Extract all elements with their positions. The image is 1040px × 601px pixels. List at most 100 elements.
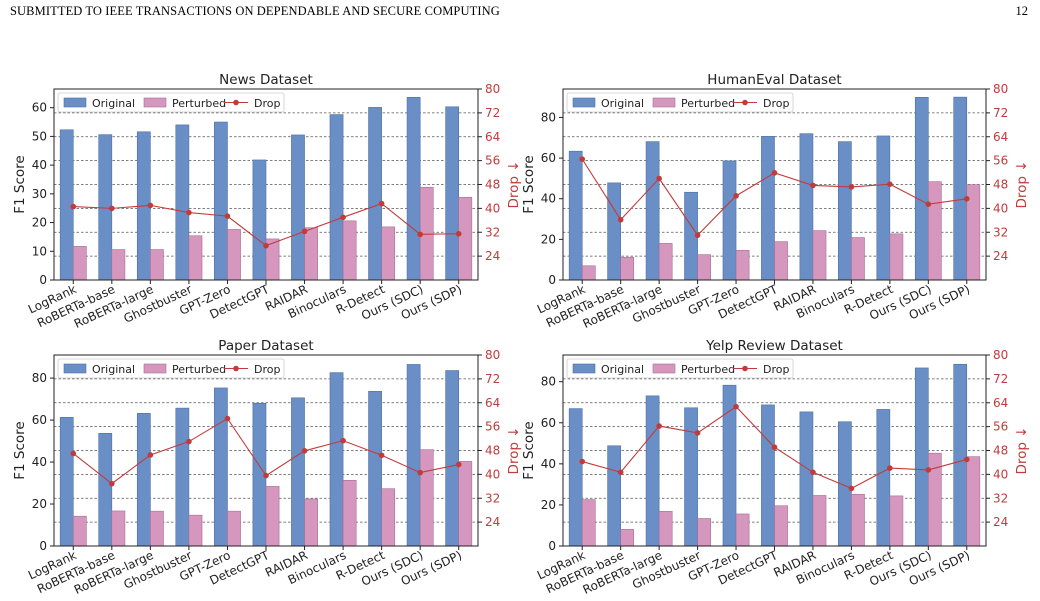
- drop-point: [771, 444, 778, 451]
- drop-point: [579, 156, 586, 162]
- bar-perturbed: [227, 510, 241, 547]
- bar-perturbed: [658, 510, 673, 547]
- right-tick-label: 64: [993, 396, 1008, 410]
- y-tick-label: 30: [32, 187, 47, 201]
- drop-point: [848, 485, 855, 492]
- y-tick-label: 60: [541, 416, 556, 430]
- running-header: SUBMITTED TO IEEE TRANSACTIONS ON DEPEND…: [10, 4, 500, 18]
- bar-perturbed: [72, 515, 87, 547]
- drop-point: [579, 458, 586, 465]
- y-tick-label: 20: [32, 216, 47, 230]
- legend-box: [566, 92, 794, 113]
- bar-original: [953, 363, 968, 547]
- y-tick-label: 0: [548, 273, 556, 287]
- chart-title: News Dataset: [219, 72, 313, 88]
- right-tick-label: 72: [485, 106, 500, 120]
- drop-point: [186, 438, 192, 445]
- legend-marker-drop: [742, 365, 748, 372]
- legend: Original Perturbed Drop: [566, 92, 794, 113]
- y-axis-label: F1 Score: [12, 421, 28, 479]
- right-axis-label: Drop ↓: [1014, 426, 1030, 474]
- bar-original: [175, 407, 190, 547]
- right-tick-label: 40: [485, 467, 500, 481]
- drop-point: [733, 403, 739, 410]
- legend-label-perturbed: Perturbed: [172, 363, 226, 376]
- bar-original: [368, 107, 382, 281]
- legend-box: [566, 358, 794, 379]
- drop-point: [617, 469, 624, 476]
- bar-original: [568, 150, 583, 281]
- legend-label-original: Original: [92, 363, 135, 376]
- bar-perturbed: [889, 233, 904, 281]
- legend-label-perturbed: Perturbed: [681, 363, 735, 376]
- chart-title: HumanEval Dataset: [707, 72, 841, 88]
- y-tick-label: 40: [32, 455, 47, 469]
- right-tick-label: 80: [485, 82, 500, 96]
- right-tick-label: 64: [485, 396, 500, 410]
- y-tick-label: 20: [541, 232, 556, 246]
- bar-original: [645, 141, 660, 281]
- bar-original: [329, 114, 344, 281]
- bar-original: [59, 417, 74, 547]
- drop-point: [848, 184, 855, 190]
- drop-point: [263, 472, 269, 479]
- bar-perturbed: [458, 461, 473, 547]
- y-tick-label: 40: [541, 192, 556, 206]
- right-tick-label: 56: [993, 420, 1008, 434]
- bar-perturbed: [697, 518, 711, 547]
- legend-swatch-original: [572, 363, 596, 374]
- y-axis-label: F1 Score: [521, 421, 537, 479]
- right-tick-label: 48: [485, 178, 500, 192]
- bar-original: [722, 384, 737, 547]
- drop-point: [455, 461, 462, 468]
- drop-point: [340, 437, 346, 444]
- right-tick-label: 56: [485, 154, 500, 168]
- bar-perturbed: [620, 529, 635, 547]
- bar-original: [406, 97, 421, 281]
- drop-point: [925, 467, 932, 473]
- drop-point: [301, 447, 308, 454]
- bar-original: [761, 136, 775, 281]
- legend-label-drop: Drop: [763, 97, 789, 110]
- bar-perturbed: [381, 226, 396, 281]
- right-tick-label: 24: [485, 515, 500, 529]
- bar-original: [761, 404, 775, 547]
- bar-perturbed: [304, 227, 318, 281]
- bar-perturbed: [419, 449, 434, 547]
- right-tick-label: 24: [993, 249, 1008, 263]
- y-axis-label: F1 Score: [12, 155, 28, 213]
- y-tick-label: 50: [32, 129, 47, 143]
- bar-perturbed: [966, 456, 981, 547]
- bar-perturbed: [581, 499, 596, 547]
- bar-original: [98, 432, 113, 547]
- legend-swatch-original: [572, 97, 596, 108]
- bar-perturbed: [889, 495, 904, 547]
- bar-original: [684, 407, 698, 547]
- bar-original: [291, 134, 305, 281]
- legend: Original Perturbed Drop: [57, 358, 285, 379]
- drop-point: [109, 480, 115, 487]
- y-tick-label: 80: [32, 371, 47, 385]
- bar-original: [214, 121, 228, 281]
- bar-perturbed: [735, 513, 750, 547]
- bar-original: [799, 133, 814, 281]
- bar-perturbed: [150, 249, 164, 281]
- right-tick-label: 40: [485, 201, 500, 215]
- right-tick-label: 56: [485, 420, 500, 434]
- bar-original: [876, 409, 891, 547]
- right-tick-label: 80: [485, 348, 500, 362]
- bar-perturbed: [381, 488, 396, 547]
- legend: Original Perturbed Drop: [566, 358, 794, 379]
- drop-point: [925, 201, 932, 207]
- y-tick-label: 60: [32, 101, 47, 115]
- y-axis-label: F1 Score: [521, 155, 537, 213]
- chart-panel-2: 0204060802432404856647280LogRankRoBERTa-…: [521, 72, 1030, 331]
- legend-label-drop: Drop: [254, 363, 280, 376]
- bar-original: [445, 106, 460, 281]
- right-tick-label: 72: [993, 106, 1008, 120]
- drop-point: [617, 216, 624, 223]
- bar-perturbed: [812, 230, 827, 281]
- drop-point: [810, 182, 816, 189]
- legend-label-original: Original: [601, 363, 644, 376]
- drop-point: [70, 203, 77, 210]
